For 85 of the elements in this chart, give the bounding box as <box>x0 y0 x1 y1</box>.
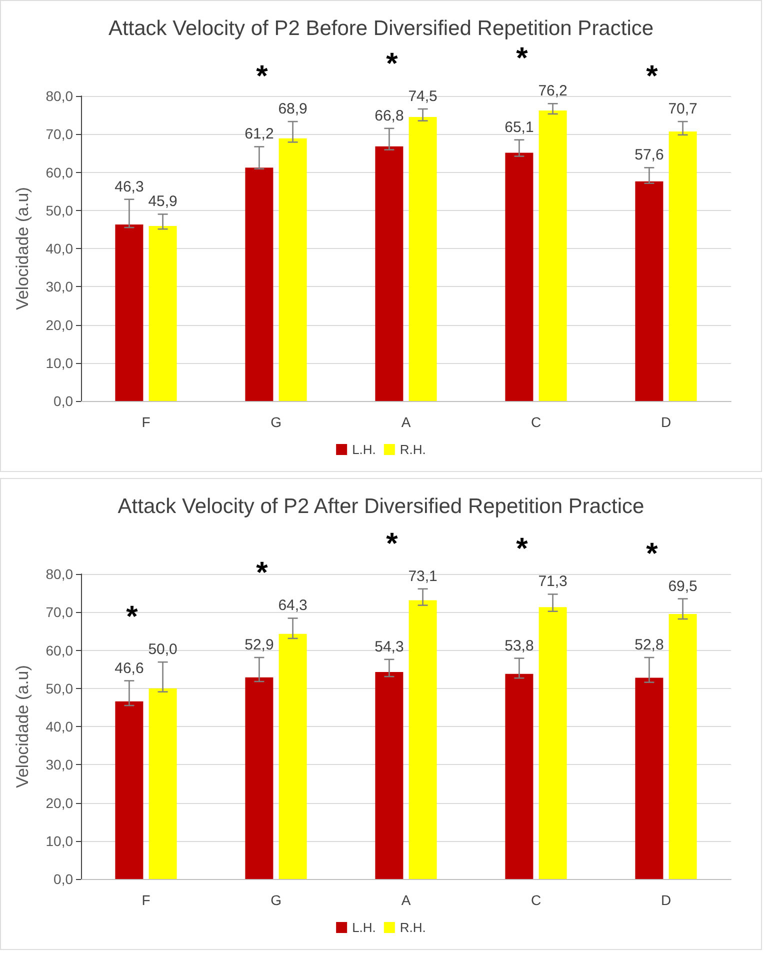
bar <box>245 677 274 879</box>
bar <box>668 131 697 401</box>
annotation: * <box>256 556 268 590</box>
bar <box>375 146 404 401</box>
x-tick-label: D <box>660 414 672 430</box>
bar <box>408 600 437 879</box>
y-tick-label: 0,0 <box>54 393 74 409</box>
data-label: 52,8 <box>634 636 664 654</box>
x-tick-label: F <box>142 414 150 430</box>
bar <box>375 672 404 879</box>
bar <box>148 226 177 401</box>
data-label: 53,8 <box>504 637 534 654</box>
data-label: 45,9 <box>148 193 178 210</box>
y-tick-label: 10,0 <box>46 354 74 371</box>
legend-label: R.H. <box>400 442 426 457</box>
data-label: 64,3 <box>278 597 308 614</box>
y-tick-label: 20,0 <box>46 316 74 333</box>
y-tick-label: 70,0 <box>46 604 74 620</box>
legend-label: R.H. <box>400 920 426 935</box>
bar <box>245 168 274 401</box>
y-axis-title: Velocidade (a.u) <box>13 187 32 310</box>
data-label: 54,3 <box>374 638 404 656</box>
y-tick-label: 40,0 <box>46 718 74 734</box>
x-tick-label: C <box>530 892 542 908</box>
y-tick-label: 80,0 <box>46 566 74 582</box>
bar <box>505 674 534 879</box>
chart-title: Attack Velocity of P2 After Diversified Repetition Practice <box>118 495 644 518</box>
bar <box>538 110 567 401</box>
data-label: 61,2 <box>244 126 274 143</box>
data-label: 50,0 <box>148 641 178 658</box>
data-label: 66,8 <box>374 107 404 124</box>
y-tick-label: 60,0 <box>46 164 74 180</box>
x-tick-label: G <box>270 414 282 430</box>
data-label: 46,3 <box>114 178 144 196</box>
bar <box>278 634 307 879</box>
y-tick-label: 40,0 <box>46 240 74 256</box>
y-tick-label: 0,0 <box>54 871 74 887</box>
bar <box>115 224 144 401</box>
text: * <box>646 537 658 570</box>
chart-title: Attack Velocity of P2 Before Diversified Repetition Practice <box>108 17 654 40</box>
data-label: 74,5 <box>408 88 438 105</box>
data-label: 69,5 <box>668 578 698 595</box>
y-tick-label: 50,0 <box>46 680 74 696</box>
x-tick-label: D <box>660 892 672 908</box>
bar <box>278 138 307 401</box>
data-label: 70,7 <box>668 100 698 118</box>
text: * <box>646 60 658 94</box>
y-axis-title: Velocidade (a.u) <box>13 665 32 788</box>
x-tick-label: C <box>530 414 542 430</box>
bar <box>635 678 664 879</box>
bar <box>668 614 697 879</box>
data-label: 68,9 <box>278 100 308 118</box>
x-tick-label: G <box>270 892 282 908</box>
annotation: * <box>126 600 138 634</box>
text: * <box>386 47 398 80</box>
y-tick-label: 50,0 <box>46 202 74 218</box>
text: * <box>516 42 528 76</box>
bar <box>408 116 437 401</box>
legend-label: L.H. <box>352 442 376 457</box>
data-label: 52,9 <box>244 636 274 654</box>
text: * <box>256 60 268 94</box>
text: * <box>516 532 528 566</box>
y-tick-label: 80,0 <box>46 88 74 104</box>
bar <box>635 181 664 401</box>
data-label: 46,6 <box>114 660 144 677</box>
x-tick-label: F <box>142 892 150 908</box>
x-tick-label: A <box>401 414 412 430</box>
y-tick-label: 20,0 <box>46 794 74 811</box>
bar <box>115 701 144 879</box>
bar <box>148 688 177 879</box>
data-label: 71,3 <box>538 573 568 590</box>
data-label: 65,1 <box>504 118 534 136</box>
bar <box>538 607 567 879</box>
text: * <box>386 527 398 560</box>
y-tick-label: 10,0 <box>46 832 74 849</box>
legend-label: L.H. <box>352 920 376 935</box>
y-tick-label: 70,0 <box>46 126 74 142</box>
data-label: 57,6 <box>634 146 664 164</box>
y-tick-label: 30,0 <box>46 278 74 295</box>
y-tick-label: 60,0 <box>46 642 74 658</box>
x-tick-label: A <box>401 892 412 908</box>
bar <box>505 152 534 401</box>
y-tick-label: 30,0 <box>46 756 74 773</box>
data-label: 73,1 <box>408 568 438 585</box>
data-label: 76,2 <box>538 82 568 100</box>
